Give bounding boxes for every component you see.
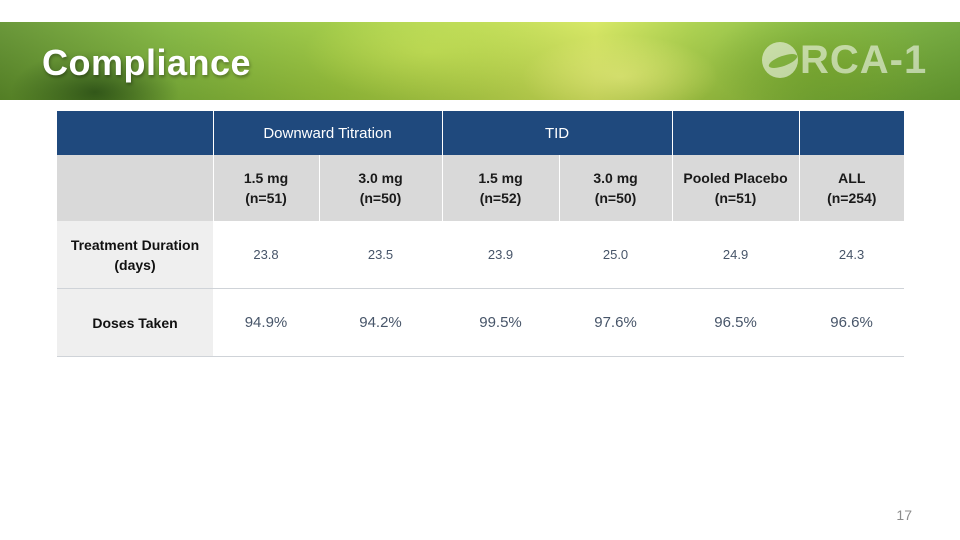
table-row-treatment-duration: Treatment Duration (days) 23.8 23.5 23.9 …	[57, 221, 905, 289]
slide-title: Compliance	[42, 42, 252, 83]
column-n: (n=50)	[359, 190, 402, 206]
row-label: Doses Taken	[57, 288, 213, 357]
table-cell: 24.9	[672, 221, 800, 289]
group-header-empty	[57, 111, 213, 155]
row-label-line: (days)	[114, 256, 156, 273]
table-cell: 96.5%	[672, 288, 800, 357]
column-header: ALL (n=254)	[798, 155, 905, 221]
table-cell: 97.6%	[559, 288, 673, 357]
table-cell: 96.6%	[799, 288, 905, 357]
column-dose: 3.0 mg	[593, 170, 638, 186]
column-n: (n=51)	[245, 190, 287, 206]
column-n: (n=50)	[594, 190, 637, 206]
column-header: 1.5 mg (n=51)	[212, 155, 319, 221]
group-header-placebo-blank	[671, 111, 800, 155]
table-cell: 99.5%	[442, 288, 560, 357]
page-number: 17	[896, 507, 912, 523]
table-cell: 23.8	[213, 221, 319, 289]
group-header-row: Downward Titration TID	[57, 111, 905, 155]
column-n: (n=254)	[827, 190, 877, 206]
column-n: (n=52)	[479, 190, 522, 206]
compliance-table: Downward Titration TID 1.5 mg (n=51) 3.0 …	[57, 111, 905, 357]
column-dose: 1.5 mg	[243, 170, 289, 186]
table-cell: 24.3	[799, 221, 905, 289]
orca-leaf-logo-icon	[762, 42, 798, 78]
table-cell: 94.2%	[319, 288, 443, 357]
group-header-downward-titration: Downward Titration	[212, 111, 443, 155]
group-header-tid: TID	[441, 111, 673, 155]
column-dose: Pooled Placebo	[683, 170, 788, 186]
table-cell: 23.5	[319, 221, 443, 289]
column-dose: 1.5 mg	[478, 170, 523, 186]
column-header: 3.0 mg (n=50)	[318, 155, 443, 221]
table-cell: 25.0	[559, 221, 673, 289]
column-header-row: 1.5 mg (n=51) 3.0 mg (n=50) 1.5 mg (n=52) 3…	[57, 155, 905, 221]
column-header-corner	[57, 155, 213, 221]
column-dose: 3.0 mg	[358, 170, 403, 186]
column-dose: ALL	[838, 170, 866, 186]
column-header: Pooled Placebo (n=51)	[671, 155, 800, 221]
orca-logo: RCA-1	[762, 38, 928, 82]
table-cell: 23.9	[442, 221, 560, 289]
column-n: (n=51)	[714, 190, 757, 206]
logo-text: RCA-1	[800, 38, 928, 82]
header-banner	[0, 22, 960, 100]
column-header: 3.0 mg (n=50)	[558, 155, 673, 221]
row-label-line: Treatment Duration	[70, 236, 200, 253]
group-header-all-blank	[798, 111, 905, 155]
column-header: 1.5 mg (n=52)	[441, 155, 560, 221]
table-row-doses-taken: Doses Taken 94.9% 94.2% 99.5% 97.6% 96.5…	[57, 288, 905, 357]
row-label: Treatment Duration (days)	[57, 221, 213, 289]
table-cell: 94.9%	[213, 288, 319, 357]
